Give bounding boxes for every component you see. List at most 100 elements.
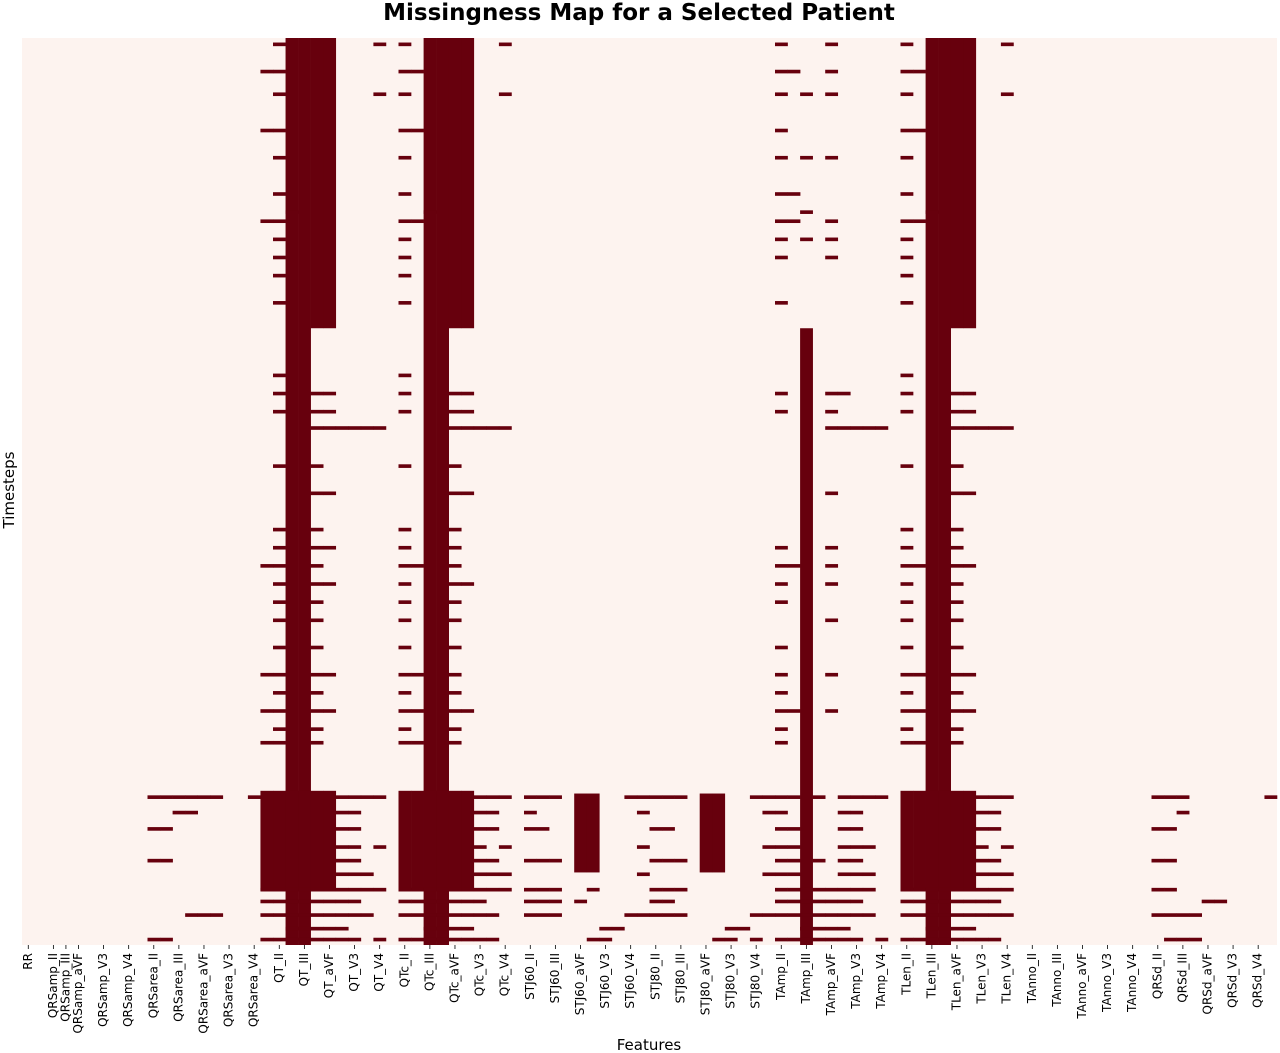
missing-cell-tamp_i	[787, 192, 801, 196]
missing-cell-qtc_iii	[423, 926, 437, 931]
missing-cell-tlen_iii	[925, 937, 939, 942]
missing-cell-qt_ii	[273, 600, 286, 604]
missing-cell-qtc_avr	[436, 926, 449, 931]
missing-cell-tlen_v2	[988, 887, 1002, 892]
missing-cell-qt_avr	[310, 564, 324, 568]
missing-cell-tamp_avf	[825, 582, 839, 586]
missing-cell-tlen_ii	[900, 92, 914, 97]
missing-cell-tlen_v3	[975, 899, 989, 904]
missing-cell-qt_v3	[348, 937, 362, 942]
missing-cell-tlen_ii	[900, 527, 914, 532]
missing-cell-stj80_v2	[737, 926, 751, 931]
missing-cell-qt_ii	[273, 373, 286, 378]
missing-cell-stj60_ii	[524, 899, 537, 904]
missing-cell-tlen_ii	[900, 545, 914, 550]
missing-cell-qt_avf	[323, 409, 337, 414]
missing-cell-tlen_ii	[900, 464, 914, 468]
missing-cell-tamp_ii	[775, 872, 788, 877]
x-tick-label: QRSamp_V3	[96, 953, 110, 1027]
missing-cell-qtc_avf	[448, 545, 462, 550]
missing-cell-stj80_ii	[649, 913, 663, 917]
missing-cell-stj80_v5	[762, 795, 776, 799]
missing-cell-tamp_ii	[775, 409, 788, 414]
missing-cell-tamp_iii	[800, 92, 813, 97]
x-tick-label: QRSd_aVF	[1200, 953, 1214, 1015]
missing-cell-qt_v4	[373, 426, 387, 430]
missing-cell-qtc_avf	[448, 618, 462, 623]
missing-cell-qrsarea_i	[160, 795, 173, 799]
missing-cell-qt_ii	[273, 727, 286, 731]
missing-cell-qtc_i	[411, 128, 424, 133]
missing-cell-tamp_i	[787, 913, 801, 917]
missing-cell-tamp_v3	[850, 795, 864, 799]
x-tick-label: RR	[21, 953, 35, 970]
missing-cell-tamp_avr	[812, 795, 826, 799]
missing-cell-tamp_ii	[775, 301, 788, 305]
missing-cell-tlen_avr	[938, 887, 951, 892]
missing-cell-qrsd_i	[1164, 858, 1177, 863]
missing-block-qtc_v1	[461, 790, 475, 891]
missing-cell-tlen_i	[913, 937, 926, 942]
missing-cell-qtc_ii	[398, 727, 412, 731]
missing-cell-stj80_i	[662, 899, 675, 904]
missing-cell-qtc_avr	[436, 887, 449, 892]
missing-cell-qt_v2	[360, 887, 374, 892]
x-tick-label: QRSarea_II	[146, 953, 160, 1018]
missing-block-qt_avl	[285, 38, 299, 945]
missing-cell-tamp_avr	[812, 887, 826, 892]
x-tick-label: STJ80_aVF	[698, 953, 712, 1015]
missing-cell-qt_v1	[335, 926, 349, 931]
missing-cell-tlen_ii	[900, 255, 914, 260]
missing-cell-tlen_v3	[975, 426, 989, 430]
missing-cell-tlen_v4	[1000, 872, 1014, 877]
missing-cell-tlen_avf	[950, 709, 964, 713]
missing-cell-tlen_v4	[1000, 913, 1014, 917]
missing-cell-stj60_i	[536, 899, 550, 904]
missing-cell-tlen_avf	[950, 937, 964, 942]
missing-cell-qt_ii	[273, 273, 286, 278]
missing-cell-qt_v1	[335, 913, 349, 917]
missing-block-qt_avr	[310, 790, 324, 891]
missing-cell-qt_avf	[323, 672, 337, 677]
missing-cell-tlen_avr	[938, 926, 951, 931]
missing-cell-qt_avr	[310, 600, 324, 604]
missing-cell-qtc_ii	[398, 937, 412, 942]
missing-cell-tamp_avf	[825, 937, 839, 942]
x-tick-label: TAnno_V3	[1100, 953, 1114, 1013]
missing-cell-qt_v2	[360, 913, 374, 917]
missing-cell-qtc_v4	[498, 887, 512, 892]
missing-cell-tamp_ii	[775, 92, 788, 97]
missing-cell-tamp_ii	[775, 600, 788, 604]
missing-cell-tlen_ii	[900, 69, 914, 74]
missing-cell-qt_ii	[273, 913, 286, 917]
missing-cell-stj80_i	[662, 827, 675, 831]
missing-block-qtc_avr	[436, 38, 449, 945]
missing-cell-stj80_v4	[749, 795, 763, 799]
missing-cell-qtc_i	[411, 564, 424, 568]
missing-cell-tlen_avf	[950, 600, 964, 604]
missing-cell-qtc_v1	[461, 899, 475, 904]
missing-cell-tlen_v4	[1000, 795, 1014, 799]
missing-cell-tamp_ii	[775, 709, 788, 713]
missing-cell-qtc_avf	[448, 926, 462, 931]
missing-block-tlen_iii	[925, 38, 939, 945]
missing-cell-qtc_v1	[461, 913, 475, 917]
missing-cell-tamp_v1	[837, 827, 851, 831]
missing-cell-tamp_iii	[800, 937, 813, 942]
missing-cell-tamp_ii	[775, 827, 788, 831]
missing-cell-qrsd_iii	[1176, 937, 1190, 942]
missing-cell-tamp_v1	[837, 845, 851, 849]
missing-cell-qtc_v3	[473, 913, 487, 917]
missing-cell-qt_ii	[273, 899, 286, 904]
missing-cell-qrsd_iii	[1176, 795, 1190, 799]
missing-cell-stj80_i	[662, 795, 675, 799]
missing-cell-tamp_v3	[850, 937, 864, 942]
missing-cell-tlen_v3	[975, 872, 989, 877]
missing-cell-stj60_i	[536, 913, 550, 917]
missing-cell-qt_avf	[323, 391, 337, 396]
missing-cell-tlen_v1	[963, 391, 977, 396]
missing-cell-stj60_ii	[524, 887, 537, 892]
missing-cell-tlen_v2	[988, 795, 1002, 799]
missing-cell-stj60_i	[536, 827, 550, 831]
missing-cell-tamp_v2	[862, 426, 876, 430]
